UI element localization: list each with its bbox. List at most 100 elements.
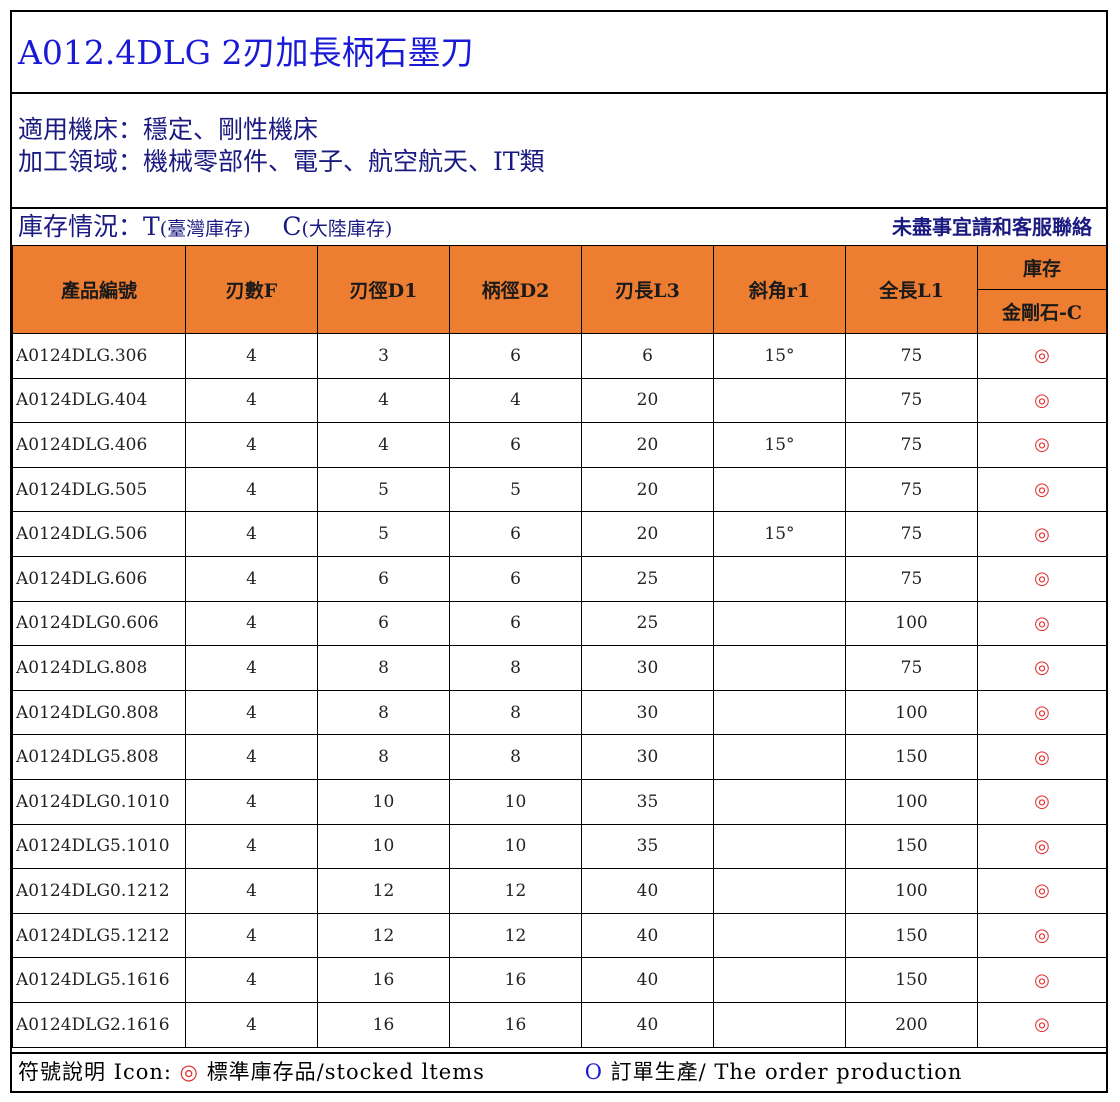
legend-order-text: 訂單生產/ The order production (610, 1060, 963, 1084)
cell-stock-mark: ◎ (977, 555, 1107, 602)
cell-stock-mark: ◎ (977, 689, 1107, 736)
cell-l1: 75 (845, 645, 978, 691)
cell-stock-mark: ◎ (977, 333, 1107, 379)
cell-r1 (713, 734, 846, 780)
cell-d2: 8 (449, 734, 582, 780)
cell-d2: 12 (449, 868, 582, 914)
cell-r1: 15° (713, 422, 846, 468)
cell-l1: 150 (845, 823, 978, 870)
cell-l1: 150 (845, 912, 978, 959)
cell-l1: 75 (845, 333, 978, 379)
cell-r1 (713, 377, 846, 424)
cell-d1: 3 (317, 333, 450, 379)
cell-r1 (713, 555, 846, 602)
cell-flutes: 4 (185, 778, 318, 825)
table-row: A0124DLG0.808 4 8 8 30 100 ◎ (12, 689, 1107, 736)
cell-flutes: 4 (185, 823, 318, 870)
cell-r1 (713, 912, 846, 959)
cell-stock-mark: ◎ (977, 957, 1107, 1003)
stocked-symbol-icon: ◎ (179, 1060, 199, 1084)
cell-d1: 8 (317, 645, 450, 691)
processing-field: 加工領域：機械零部件、電子、航空航天、IT類 (18, 147, 545, 176)
page-title: A012.4DLG 2刃加長柄石墨刀 (12, 12, 1106, 94)
cell-d2: 16 (449, 957, 582, 1003)
table-row: A0124DLG.606 4 6 6 25 75 ◎ (12, 555, 1107, 602)
cell-d1: 8 (317, 734, 450, 780)
cell-code: A0124DLG0.1010 (12, 778, 186, 825)
cell-l3: 6 (581, 333, 714, 379)
cell-d2: 12 (449, 912, 582, 959)
cell-l1: 100 (845, 689, 978, 736)
cell-code: A0124DLG.404 (12, 377, 186, 424)
cell-d2: 6 (449, 555, 582, 602)
cell-flutes: 4 (185, 422, 318, 468)
cell-l1: 100 (845, 600, 978, 647)
legend-stocked-text: 標準庫存品/stocked ltems (206, 1060, 485, 1084)
cell-r1 (713, 466, 846, 513)
cell-stock-mark: ◎ (977, 466, 1107, 513)
product-table: 產品編號 刃數F 刃徑D1 柄徑D2 刃長L3 斜角r1 全長L1 庫存 金剛石… (12, 245, 1107, 1048)
cell-stock-mark: ◎ (977, 778, 1107, 825)
cell-l3: 20 (581, 377, 714, 424)
table-row: A0124DLG.406 4 4 6 20 15° 75 ◎ (12, 422, 1107, 468)
cell-l1: 75 (845, 511, 978, 557)
cell-d1: 4 (317, 422, 450, 468)
cell-l3: 20 (581, 422, 714, 468)
cell-stock-mark: ◎ (977, 868, 1107, 914)
cell-r1: 15° (713, 333, 846, 379)
cell-d2: 5 (449, 466, 582, 513)
cell-d2: 10 (449, 778, 582, 825)
table-row: A0124DLG0.1010 4 10 10 35 100 ◎ (12, 778, 1107, 825)
cell-d2: 6 (449, 333, 582, 379)
cell-d1: 4 (317, 377, 450, 424)
cell-r1 (713, 600, 846, 647)
cell-code: A0124DLG5.1212 (12, 912, 186, 959)
cell-d2: 6 (449, 511, 582, 557)
stock-t-desc: (臺灣庫存) (159, 218, 251, 240)
cell-l1: 75 (845, 555, 978, 602)
cell-r1 (713, 868, 846, 914)
cell-d2: 6 (449, 422, 582, 468)
cell-l3: 35 (581, 778, 714, 825)
table-row: A0124DLG5.1212 4 12 12 40 150 ◎ (12, 912, 1107, 959)
header-l3: 刃長L3 (581, 245, 714, 334)
cell-flutes: 4 (185, 377, 318, 424)
application-info: 適用機床：穩定、剛性機床 加工領域：機械零部件、電子、航空航天、IT類 (12, 94, 1106, 209)
stock-label: 庫存情況： (18, 212, 144, 241)
cell-d2: 10 (449, 823, 582, 870)
cell-flutes: 4 (185, 333, 318, 379)
cell-l3: 20 (581, 511, 714, 557)
cell-code: A0124DLG0.808 (12, 689, 186, 736)
cell-l3: 30 (581, 645, 714, 691)
cell-d1: 5 (317, 511, 450, 557)
order-symbol-icon: O (584, 1060, 603, 1084)
service-note: 未盡事宜請和客服聯絡 (892, 215, 1092, 239)
cell-d1: 6 (317, 555, 450, 602)
cell-flutes: 4 (185, 511, 318, 557)
legend-label: 符號說明 Icon: (18, 1060, 172, 1084)
cell-l3: 40 (581, 957, 714, 1003)
table-body: A0124DLG.306 4 3 6 6 15° 75 ◎ A0124DLG.404 4 4 4 20 7… (12, 333, 1107, 1048)
header-flutes: 刃數F (185, 245, 318, 334)
cell-r1 (713, 1001, 846, 1048)
cell-code: A0124DLG0.606 (12, 600, 186, 647)
cell-l3: 20 (581, 466, 714, 513)
cell-stock-mark: ◎ (977, 377, 1107, 424)
cell-stock-mark: ◎ (977, 734, 1107, 780)
stock-c-desc: (大陸庫存) (301, 218, 393, 240)
table-row: A0124DLG.506 4 5 6 20 15° 75 ◎ (12, 511, 1107, 557)
cell-l1: 200 (845, 1001, 978, 1048)
cell-l3: 25 (581, 555, 714, 602)
cell-flutes: 4 (185, 600, 318, 647)
cell-flutes: 4 (185, 868, 318, 914)
cell-code: A0124DLG2.1616 (12, 1001, 186, 1048)
cell-stock-mark: ◎ (977, 422, 1107, 468)
cell-flutes: 4 (185, 645, 318, 691)
cell-code: A0124DLG.808 (12, 645, 186, 691)
cell-flutes: 4 (185, 689, 318, 736)
cell-d2: 8 (449, 645, 582, 691)
cell-code: A0124DLG.406 (12, 422, 186, 468)
cell-flutes: 4 (185, 957, 318, 1003)
header-d1: 刃徑D1 (317, 245, 450, 334)
table-row: A0124DLG5.1616 4 16 16 40 150 ◎ (12, 957, 1107, 1003)
